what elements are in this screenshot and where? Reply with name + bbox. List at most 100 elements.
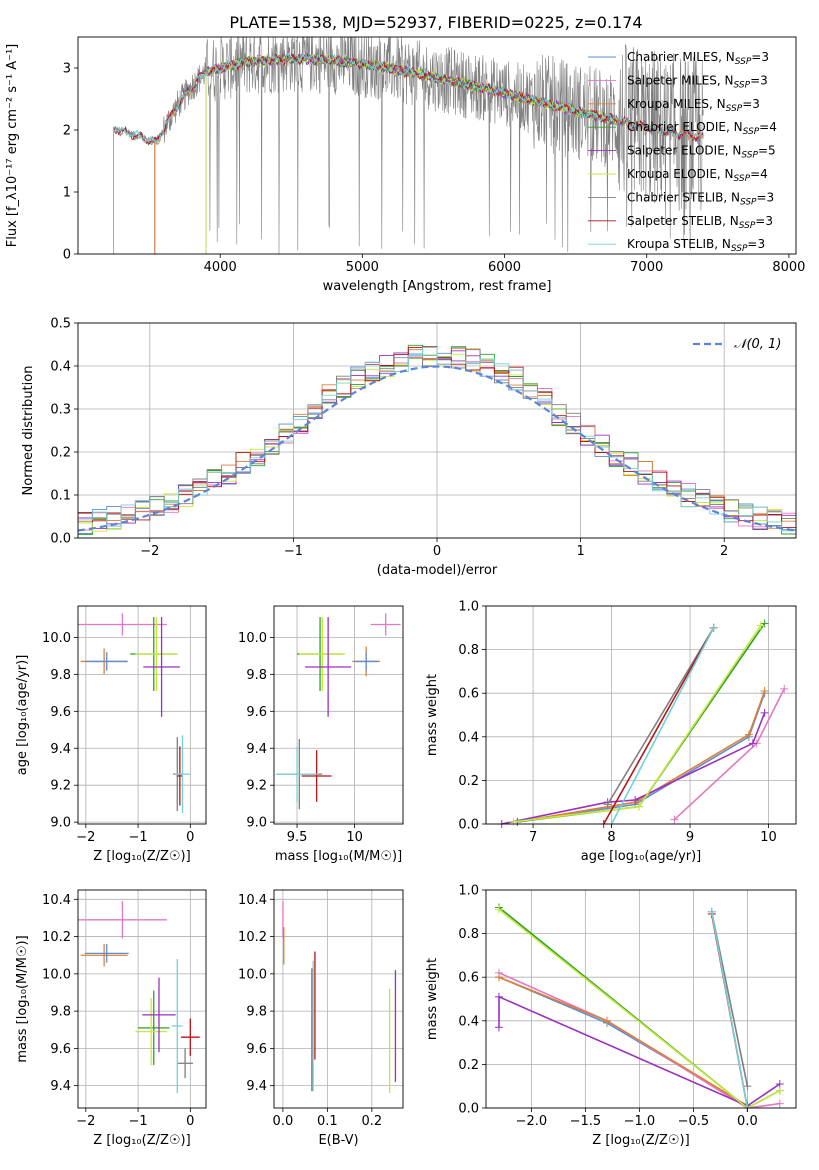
axes-frame [273,889,404,1109]
axes-decor: −2 −1 0 9.4 9.6 9.8 10.0 10.2 10.4 Z [log₁₀(Z/Z☉)… [15,889,207,1148]
weight-line [603,627,715,825]
y-tick-label: 0.8 [458,927,479,942]
y-tick-label: 9.4 [50,742,71,757]
plot-area [282,901,397,1094]
axes-frame [77,605,207,825]
x-tick-label: 1 [576,544,584,559]
legend-label: Kroupa STELIB, NSSP=3 [627,237,765,254]
x-tick-label: 7 [529,830,537,845]
x-tick-label: 0.2 [362,1114,383,1129]
y-tick-label: 9.0 [50,816,71,831]
plot-area [276,613,401,810]
weight-line [498,976,748,1107]
x-tick-label: 0 [186,830,194,845]
x-tick-label: 6000 [488,260,521,275]
x-axis-label: Z [log₁₀(Z/Z☉)] [93,1133,190,1148]
plot-area [113,37,704,254]
y-tick-label: 0.4 [458,1014,479,1029]
y-tick-label: 9.8 [50,1005,71,1020]
y-tick-label: 0 [63,248,71,263]
x-tick-label: 0.0 [737,1114,758,1129]
legend-sub: SSP [739,221,756,231]
x-tick-label: 0.0 [273,1114,294,1129]
panel-spectrum: 4000 5000 6000 7000 8000 0 1 2 3 wavelength [Angs… [5,36,805,294]
y-tick-label: 1 [63,186,71,201]
y-tick-label: 0.2 [458,1058,479,1073]
legend-sub: SSP [726,104,743,114]
plot-area [78,613,191,813]
panel-weight_vs_age: 7 8 9 10 0.0 0.2 0.4 0.6 0.8 1.0 age [log₁₀(age/yr… [425,600,797,864]
x-tick-label: 7000 [630,260,663,275]
y-axis-label: Normed distribution [21,366,36,496]
y-tick-label: 1.0 [458,600,479,615]
weight-line [498,976,748,1107]
y-tick-label: 9.0 [246,816,267,831]
axes-decor: −2 −1 0 1 2 0.0 0.1 0.2 0.3 0.4 0.5 (data-model)/er… [21,317,797,578]
axes-frame [77,889,207,1109]
legend-label: Chabrier MILES, NSSP=3 [627,50,769,67]
legend-value: =3 [750,73,768,87]
figure-title: PLATE=1538, MJD=52937, FIBERID=0225, z=0… [229,13,642,32]
y-tick-label: 0.2 [458,774,479,789]
y-tick-label: 9.6 [50,1042,71,1057]
x-axis-label: Z [log₁₀(Z/Z☉)] [592,1133,689,1148]
observed-spectrum-line [113,37,704,254]
x-tick-label: −1 [284,544,303,559]
y-tick-label: 10.0 [42,631,71,646]
legend-label: Salpeter ELODIE, NSSP=5 [627,144,776,161]
x-tick-label: 4000 [204,260,237,275]
axes-frame [485,889,797,1109]
x-axis-label: Z [log₁₀(Z/Z☉)] [93,849,190,864]
axes-decor: 7 8 9 10 0.0 0.2 0.4 0.6 0.8 1.0 age [log₁₀(age/yr… [425,600,797,864]
y-tick-label: 9.4 [246,1079,267,1094]
legend-label: Salpeter MILES, NSSP=3 [627,73,768,90]
x-tick-label: −0.5 [678,1114,710,1129]
model-spectrum-line [113,53,704,145]
weight-line [513,625,762,823]
y-tick-label: 9.4 [50,1079,71,1094]
x-tick-label: −1 [128,830,147,845]
legend-value: =3 [751,50,769,64]
spectrum-legend: Chabrier MILES, NSSP=3 Salpeter MILES, NS… [588,50,777,254]
axes-frame [273,605,404,825]
y-tick-label: 9.2 [246,779,267,794]
weight-line [606,627,715,805]
y-tick-label: 10.0 [42,967,71,982]
x-tick-label: 9.5 [287,830,308,845]
y-tick-label: 9.6 [246,705,267,720]
legend-sub: SSP [731,244,748,254]
weight-line [498,972,780,1109]
panel-mass_vs_ebv: 0.0 0.1 0.2 9.4 9.6 9.8 10.0 10.2 10.4 E(B-V) [238,889,404,1148]
legend-value: =3 [757,190,775,204]
axes-decor: 4000 5000 6000 7000 8000 0 1 2 3 wavelength [Angs… [5,36,805,294]
panel-age_vs_mass: 9.5 10 9.0 9.2 9.4 9.6 9.8 10.0 mass [log₁₀(M/M☉… [238,605,404,864]
y-tick-label: 3 [63,62,71,77]
legend-label: Kroupa ELODIE, NSSP=4 [627,167,768,184]
axes-decor: 0.0 0.1 0.2 9.4 9.6 9.8 10.0 10.2 10.4 E(B-V) [238,889,404,1148]
axes-decor: −2.0 −1.5 −1.0 −0.5 0.0 0.0 0.2 0.4 0.6 0.8 1.0 Z [… [425,884,797,1148]
y-tick-label: 9.8 [246,1005,267,1020]
y-tick-label: 0.1 [50,489,71,504]
x-axis-label: mass [log₁₀(M/M☉)] [275,849,402,864]
weight-line [610,627,715,825]
y-tick-label: 9.6 [246,1042,267,1057]
y-tick-label: 10.0 [238,631,267,646]
axes-frame [485,605,797,825]
y-tick-label: 0.4 [50,360,71,375]
panel-weight_vs_Z: −2.0 −1.5 −1.0 −0.5 0.0 0.0 0.2 0.4 0.6 0.8 1.0 Z [… [425,884,797,1148]
y-axis-label: mass weight [425,674,440,756]
x-tick-label: −1.5 [570,1114,602,1129]
y-tick-label: 0.4 [458,730,479,745]
x-tick-label: −1.0 [624,1114,656,1129]
plot-area [497,619,789,828]
x-tick-label: 9 [686,830,694,845]
plot-area [78,901,200,1094]
x-tick-label: −1 [128,1114,147,1129]
legend-sub: SSP [740,197,757,207]
x-tick-label: −2 [76,830,95,845]
weight-line [517,622,766,823]
axes-decor: 9.5 10 9.0 9.2 9.4 9.6 9.8 10.0 mass [log₁₀(M/M☉… [238,605,404,864]
plot-area [78,344,796,536]
